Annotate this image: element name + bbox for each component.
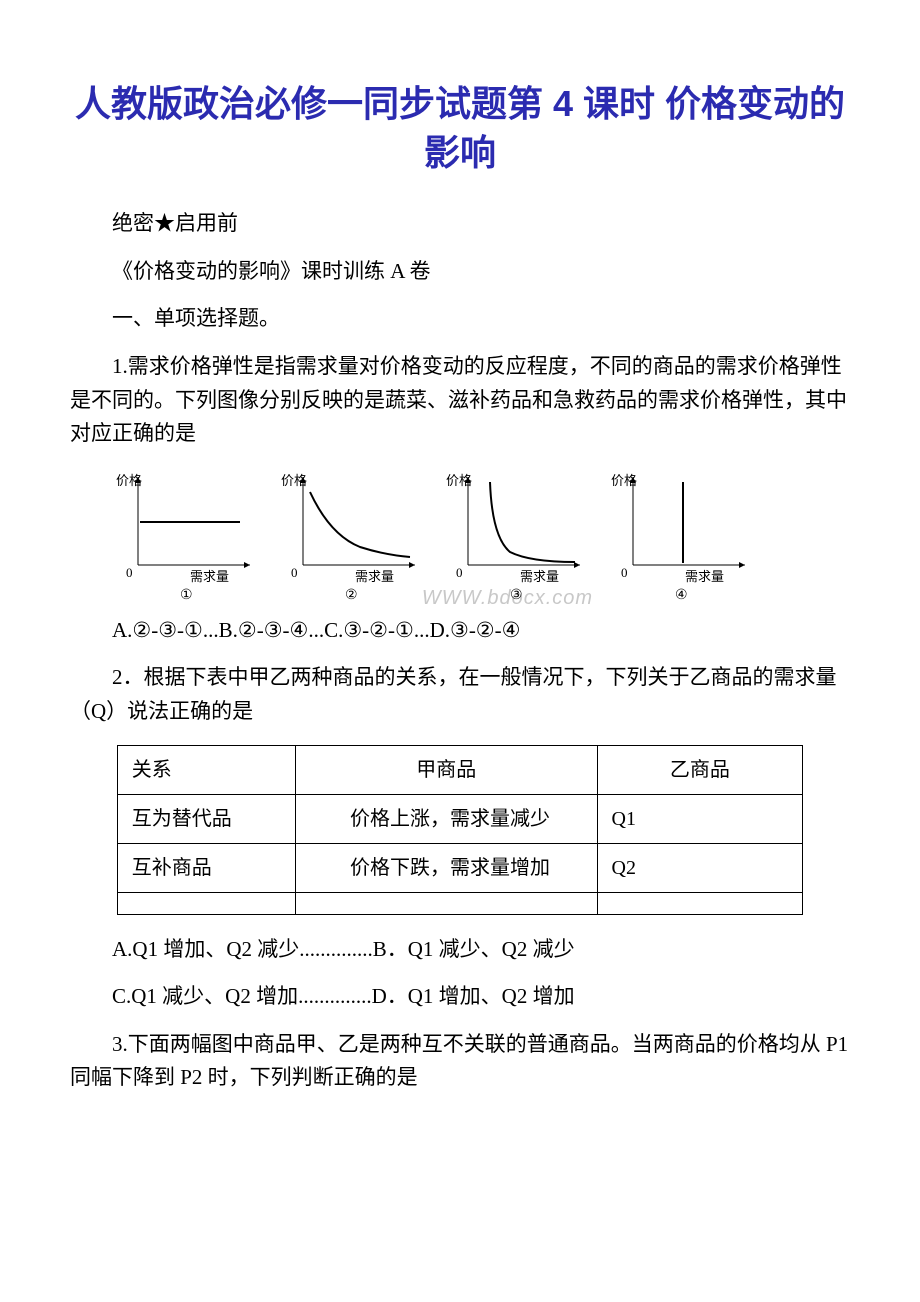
question-2-options-2: C.Q1 减少、Q2 增加..............D．Q1 增加、Q2 增加 (70, 980, 850, 1014)
question-1-options: A.②-③-①...B.②-③-④...C.③-②-①...D.③-②-④ (70, 614, 850, 648)
chart-2: 价格 0 需求量 ② (275, 467, 430, 602)
document-title: 人教版政治必修一同步试题第 4 课时 价格变动的影响 (70, 80, 850, 177)
confidential-meta: 绝密★启用前 (70, 207, 850, 241)
cell-complements: 互补商品 (117, 843, 295, 892)
chart3-origin: 0 (456, 565, 463, 580)
chart4-circled: ④ (675, 588, 688, 602)
cell-q2: Q2 (597, 843, 803, 892)
chart-4: 价格 0 需求量 ④ (605, 467, 760, 602)
table-empty-row (117, 892, 802, 914)
cell-a-change2: 价格下跌，需求量增加 (295, 843, 597, 892)
table-row: 互补商品 价格下跌，需求量增加 Q2 (117, 843, 802, 892)
question-2-text: 2．根据下表中甲乙两种商品的关系，在一般情况下，下列关于乙商品的需求量（Q）说法… (70, 661, 850, 728)
chart4-xlabel: 需求量 (685, 569, 724, 584)
question-1-text: 1.需求价格弹性是指需求量对价格变动的反应程度，不同的商品的需求价格弹性是不同的… (70, 350, 850, 451)
question-2-options-1: A.Q1 增加、Q2 减少..............B．Q1 减少、Q2 减少 (70, 933, 850, 967)
cell-q1: Q1 (597, 794, 803, 843)
table-header-row: 关系 甲商品 乙商品 (117, 745, 802, 794)
table-header-a: 甲商品 (295, 745, 597, 794)
cell-a-change1: 价格上涨，需求量减少 (295, 794, 597, 843)
chart1-xlabel: 需求量 (190, 569, 229, 584)
chart-3: 价格 0 需求量 ③ (440, 467, 595, 602)
chart4-origin: 0 (621, 565, 628, 580)
chart2-circled: ② (345, 588, 358, 602)
table-header-relation: 关系 (117, 745, 295, 794)
table-row: 互为替代品 价格上涨，需求量减少 Q1 (117, 794, 802, 843)
relation-table: 关系 甲商品 乙商品 互为替代品 价格上涨，需求量减少 Q1 互补商品 价格下跌… (117, 745, 803, 915)
section-heading-1: 一、单项选择题。 (70, 302, 850, 336)
chart3-xlabel: 需求量 (520, 569, 559, 584)
chart2-xlabel: 需求量 (355, 569, 394, 584)
charts-row: 价格 0 需求量 ① 价格 0 需求量 ② 价格 0 需求量 ③ 价格 (110, 467, 850, 602)
chart3-circled: ③ (510, 588, 523, 602)
subtitle: 《价格变动的影响》课时训练 A 卷 (70, 255, 850, 289)
chart2-origin: 0 (291, 565, 298, 580)
chart1-origin: 0 (126, 565, 133, 580)
table-header-b: 乙商品 (597, 745, 803, 794)
question-3-text: 3.下面两幅图中商品甲、乙是两种互不关联的普通商品。当两商品的价格均从 P1 同… (70, 1028, 850, 1095)
cell-substitutes: 互为替代品 (117, 794, 295, 843)
chart-1: 价格 0 需求量 ① (110, 467, 265, 602)
chart1-circled: ① (180, 588, 193, 602)
